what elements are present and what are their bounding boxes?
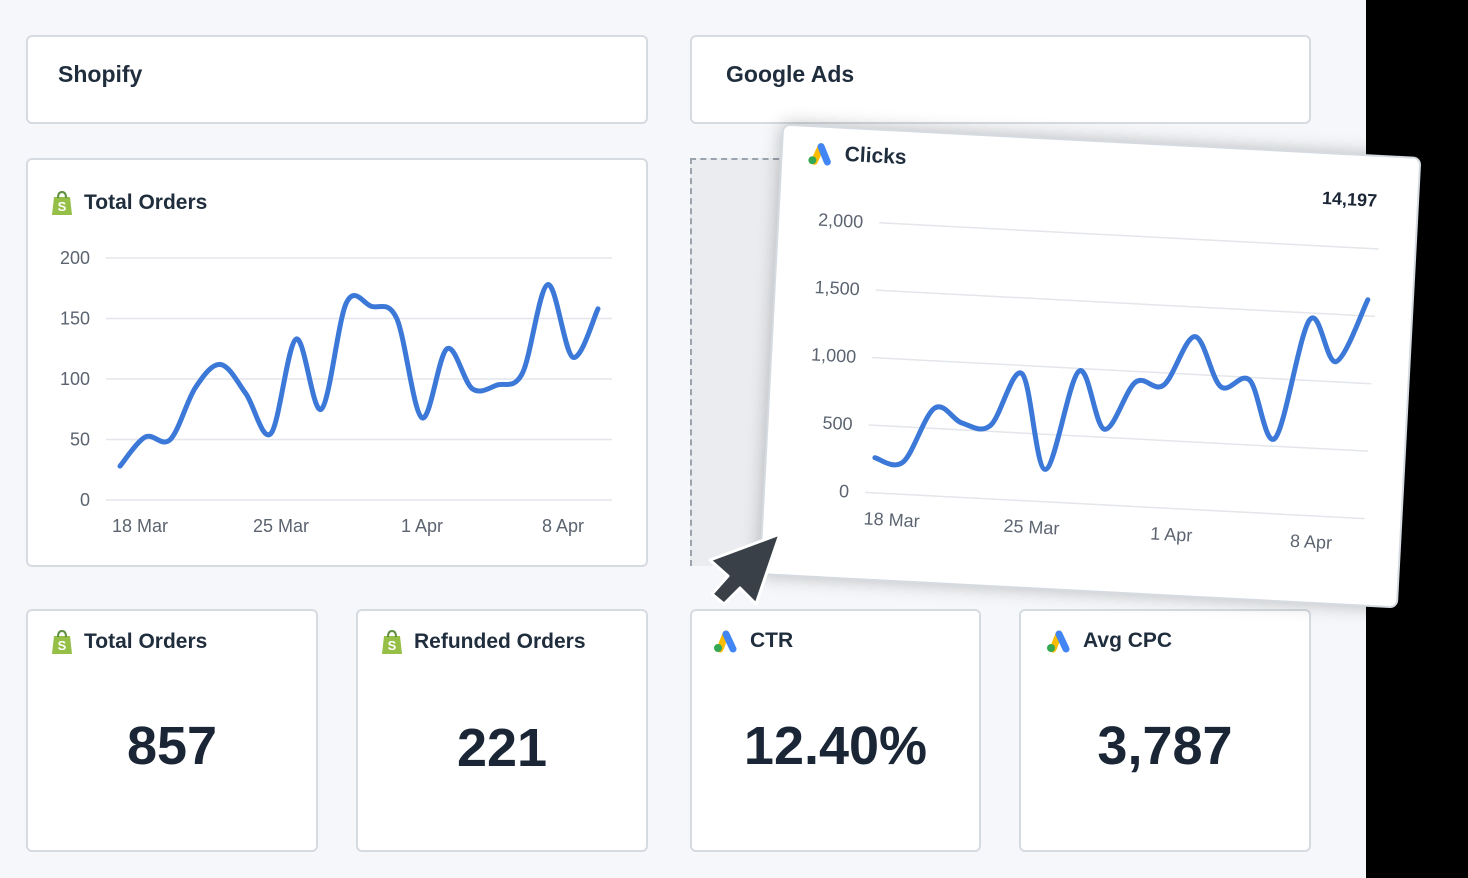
orders-x-tick-label: 8 Apr	[542, 516, 584, 536]
refunded-orders-metric-card[interactable]: S Refunded Orders 221	[356, 609, 648, 852]
orders-y-tick-label: 200	[60, 248, 90, 268]
total-orders-metric-card[interactable]: S Total Orders 857	[26, 609, 318, 852]
orders-x-tick-label: 18 Mar	[112, 516, 168, 536]
orders-x-tick-label: 1 Apr	[401, 516, 443, 536]
clicks-y-tick-label: 500	[822, 413, 853, 435]
ctr-metric-title: CTR	[712, 629, 793, 653]
clicks-series-line	[872, 297, 1371, 472]
google-ads-icon	[714, 630, 737, 653]
orders-series-line	[117, 282, 601, 469]
refunded-orders-metric-title: S Refunded Orders	[380, 629, 586, 655]
clicks-chart-title: Clicks	[806, 141, 907, 170]
clicks-line-chart: 2,000 1,500 1,000 500 0 18 Mar 25 Mar 1 Apr 8 Ap…	[811, 210, 1379, 553]
refunded-orders-value: 221	[456, 718, 548, 778]
orders-y-tick-label: 50	[70, 430, 90, 450]
shopify-bag-icon: S	[52, 190, 72, 215]
clicks-y-tick-label: 2,000	[818, 210, 864, 232]
clicks-gridline	[865, 491, 1365, 520]
orders-y-tick-label: 0	[80, 490, 90, 510]
clicks-y-tick-label: 1,000	[811, 344, 857, 366]
shopify-bag-icon: S	[382, 629, 402, 654]
google-ads-section-title: Google Ads	[726, 61, 855, 87]
shopify-section-title: Shopify	[58, 61, 143, 87]
avg-cpc-metric-title: Avg CPC	[1045, 629, 1172, 653]
total-orders-chart-card[interactable]: S Total Orders 200 150 100 50 0 18 Mar 25 Mar 1…	[26, 158, 648, 567]
clicks-x-tick-label: 8 Apr	[1290, 531, 1333, 553]
clicks-x-tick-label: 25 Mar	[1003, 516, 1060, 539]
avg-cpc-metric-card[interactable]: Avg CPC 3,787	[1019, 609, 1311, 852]
google-ads-icon	[808, 143, 831, 166]
total-orders-metric-title: S Total Orders	[50, 629, 207, 655]
svg-text:S: S	[388, 638, 397, 653]
clicks-gridline	[875, 289, 1376, 318]
orders-x-tick-label: 25 Mar	[253, 516, 309, 536]
total-orders-chart-title: S Total Orders	[50, 190, 207, 216]
drag-cursor-icon	[708, 532, 782, 606]
shopify-bag-icon: S	[52, 629, 72, 654]
total-orders-value: 857	[126, 716, 218, 776]
ctr-value: 12.40%	[743, 716, 928, 776]
clicks-x-tick-label: 18 Mar	[863, 508, 920, 531]
avg-cpc-value: 3,787	[1097, 716, 1233, 776]
google-ads-section-header[interactable]: Google Ads	[690, 35, 1311, 124]
clicks-gridline	[868, 424, 1368, 452]
svg-text:S: S	[58, 638, 67, 653]
ctr-metric-card[interactable]: CTR 12.40%	[690, 609, 981, 852]
google-ads-icon	[1047, 630, 1070, 653]
clicks-y-tick-label: 1,500	[814, 277, 860, 299]
clicks-x-tick-label: 1 Apr	[1150, 523, 1193, 545]
clicks-gridline	[879, 222, 1379, 250]
shopify-section-header[interactable]: Shopify	[26, 35, 648, 124]
clicks-gridline	[872, 356, 1372, 385]
orders-y-tick-label: 150	[60, 309, 90, 329]
svg-text:S: S	[58, 199, 67, 214]
clicks-y-tick-label: 0	[839, 481, 850, 501]
total-orders-line-chart: 200 150 100 50 0 18 Mar 25 Mar 1 Apr 8 Apr	[60, 248, 612, 536]
clicks-chart-card[interactable]: Clicks 14,197 2,000 1,500 1,000 500 0 18 Mar 2…	[758, 123, 1422, 609]
orders-y-tick-label: 100	[60, 369, 90, 389]
